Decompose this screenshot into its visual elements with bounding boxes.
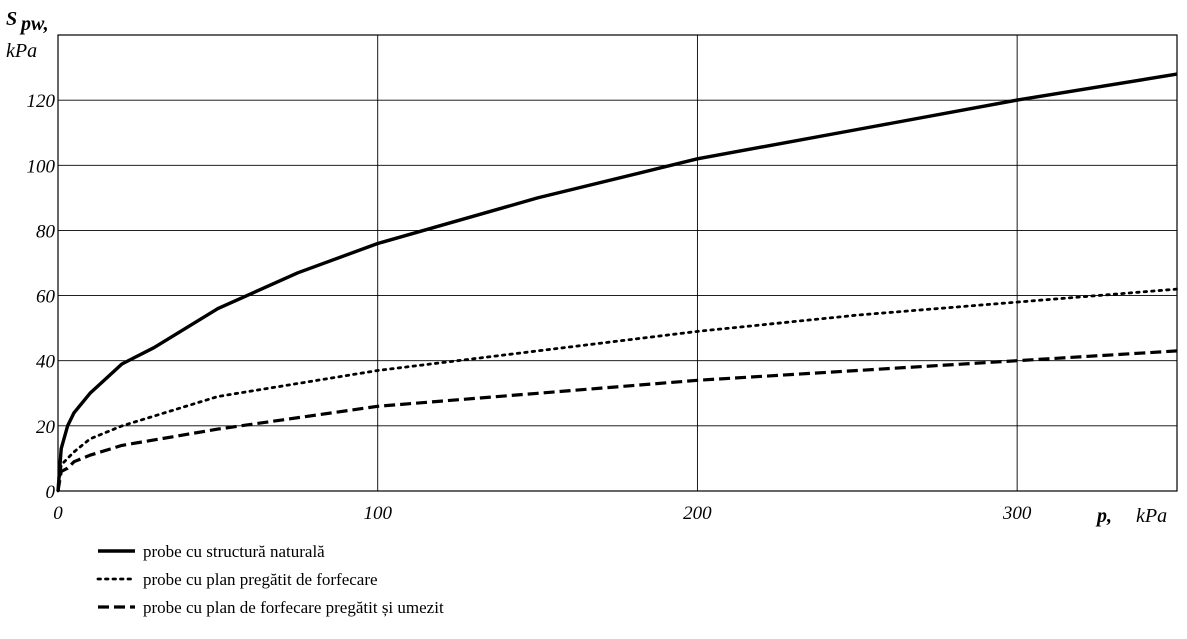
tick-labels: 0 100 200 300 0 20 40 60 80 100 120: [27, 91, 1032, 524]
x-tick-label: 300: [1002, 503, 1032, 524]
series-line-3: [56, 349, 1178, 492]
y-axis-title-unit: kPa: [6, 40, 37, 62]
legend-label-2: probe cu plan pregătit de forfecare: [143, 570, 378, 589]
y-axis-title-symbol: S: [6, 8, 17, 30]
y-tick-label: 60: [36, 287, 56, 308]
legend: probe cu structură naturală probe cu plan…: [96, 542, 444, 617]
plot-frame: [57, 34, 1178, 492]
legend-label-1: probe cu structură naturală: [143, 542, 325, 561]
x-axis-title: p, kPa: [1095, 505, 1167, 527]
y-tick-label: 100: [27, 156, 56, 177]
y-tick-label: 20: [36, 417, 56, 438]
series-layer: [56, 72, 1179, 493]
y-axis-title: S pw, kPa: [6, 8, 49, 62]
series-line-1: [56, 72, 1178, 492]
x-axis-title-symbol: p,: [1095, 505, 1112, 527]
legend-label-3: probe cu plan de forfecare pregătit și u…: [143, 598, 444, 617]
x-tick-label: 0: [53, 503, 63, 524]
grid: [58, 35, 1177, 491]
x-axis-title-unit: kPa: [1136, 505, 1167, 527]
y-tick-label: 80: [36, 221, 56, 242]
y-tick-label: 40: [36, 352, 56, 373]
x-tick-label: 100: [363, 503, 392, 524]
y-tick-label: 0: [46, 482, 56, 503]
y-axis-title-subscript: pw,: [19, 13, 49, 35]
series-line-2: [56, 287, 1179, 493]
y-tick-label: 120: [27, 91, 56, 112]
x-tick-label: 200: [683, 503, 712, 524]
